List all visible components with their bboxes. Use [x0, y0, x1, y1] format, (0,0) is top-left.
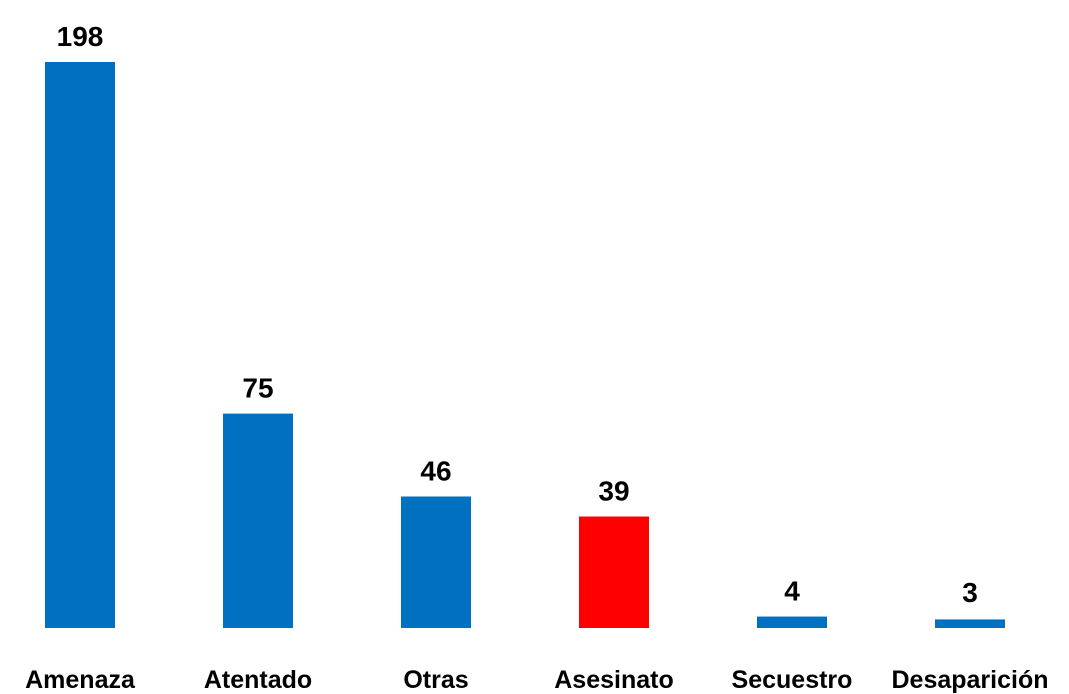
value-label: 3 [962, 577, 978, 608]
bar [401, 496, 471, 628]
x-tick-label: Amenaza [25, 666, 136, 694]
value-label: 4 [784, 576, 800, 607]
x-tick-label: Desaparición [891, 666, 1048, 694]
value-label: 198 [57, 21, 104, 52]
bar [935, 619, 1005, 628]
x-tick-label: Otras [403, 666, 468, 694]
bar [45, 62, 115, 628]
x-tick-label: Asesinato [554, 666, 673, 694]
x-tick-label: Secuestro [732, 666, 853, 694]
value-label: 75 [242, 373, 273, 404]
bar [223, 413, 293, 628]
bar [757, 616, 827, 628]
x-tick-label: Atentado [204, 666, 312, 694]
bar [579, 516, 649, 628]
value-label: 46 [420, 456, 451, 487]
value-label: 39 [598, 476, 629, 507]
